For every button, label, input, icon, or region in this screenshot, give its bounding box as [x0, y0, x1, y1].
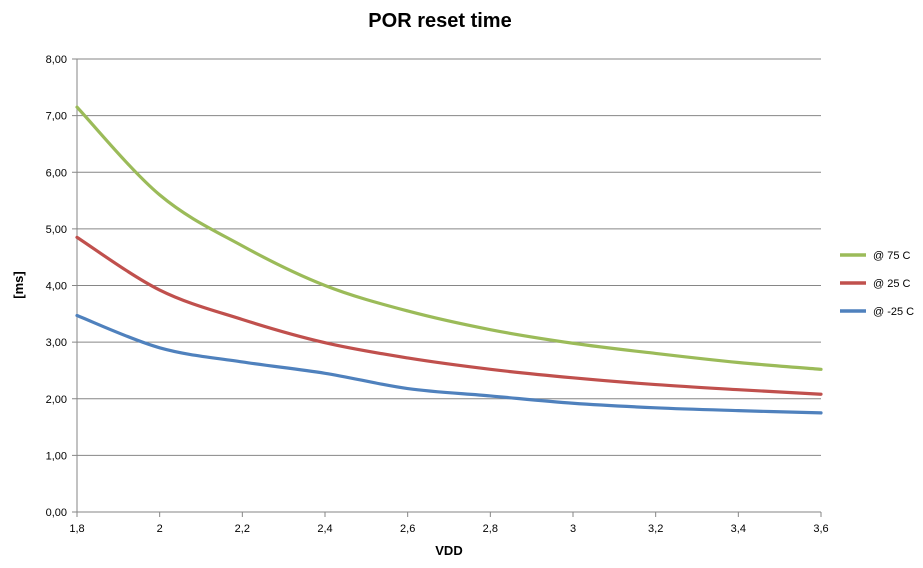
legend-label: @ 75 C	[873, 250, 911, 262]
x-tick-label: 2,8	[483, 523, 498, 535]
y-tick-label: 1,00	[46, 450, 67, 462]
x-tick-label: 1,8	[69, 523, 84, 535]
x-tick-label: 2,6	[400, 523, 415, 535]
series-line-25-c	[75, 235, 823, 396]
series-line-75-c	[75, 105, 823, 371]
y-tick-label: 2,00	[46, 394, 67, 406]
y-axis-label: [ms]	[11, 271, 26, 298]
y-tick-label: 7,00	[46, 111, 67, 123]
x-tick-labels: 1,8 2 2,2 2,4 2,6 2,8 3 3,2 3,4 3,6	[69, 523, 828, 535]
x-tick-label: 3,2	[648, 523, 663, 535]
y-tick-label: 4,00	[46, 281, 67, 293]
x-tick-label: 2,4	[317, 523, 332, 535]
x-tick-label: 3,6	[813, 523, 828, 535]
x-axis-label: VDD	[435, 543, 462, 558]
y-tick-label: 0,00	[46, 507, 67, 519]
y-tick-labels: 0,00 1,00 2,00 3,00 4,00 5,00 6,00 7,00 8,00	[46, 54, 67, 519]
x-tick-label: 2,2	[235, 523, 250, 535]
x-tick-label: 3,4	[731, 523, 746, 535]
legend: @ 75 C @ 25 C @ -25 C	[840, 250, 914, 318]
chart-title: POR reset time	[368, 10, 511, 32]
axes	[76, 59, 821, 513]
y-tick-label: 3,00	[46, 337, 67, 349]
gridlines	[72, 58, 822, 517]
series-lines	[75, 105, 823, 415]
legend-label: @ -25 C	[873, 306, 914, 318]
y-tick-label: 8,00	[46, 54, 67, 66]
y-tick-label: 5,00	[46, 224, 67, 236]
series-line-25-c	[75, 313, 823, 415]
y-tick-label: 6,00	[46, 167, 67, 179]
x-tick-label: 2	[157, 523, 163, 535]
legend-label: @ 25 C	[873, 278, 911, 290]
x-tick-label: 3	[570, 523, 576, 535]
